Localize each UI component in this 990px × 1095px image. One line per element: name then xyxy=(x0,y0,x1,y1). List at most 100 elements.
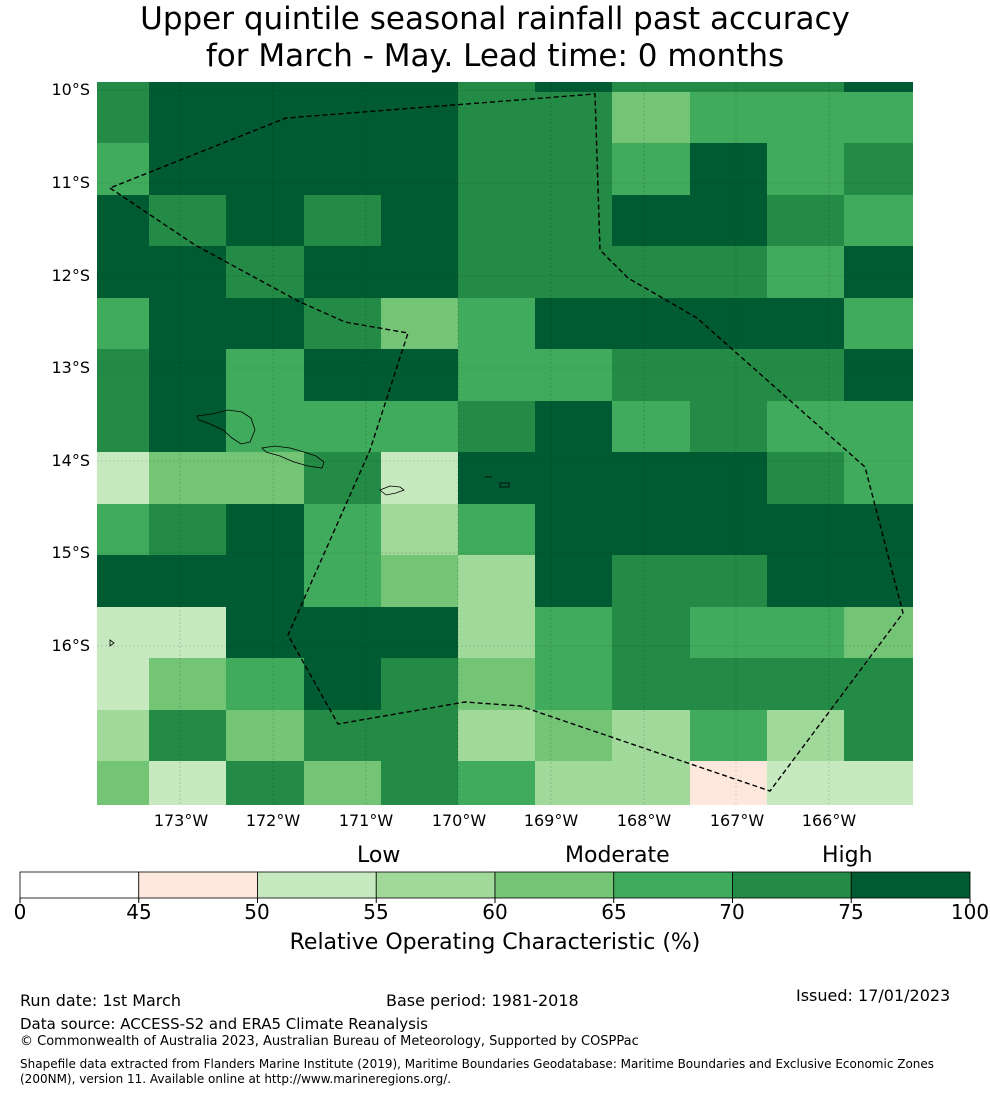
lon-label-173w: 173°W xyxy=(153,811,209,830)
map-cell xyxy=(97,246,149,298)
map-cell xyxy=(458,298,535,349)
map-cell xyxy=(226,710,304,761)
map-cell xyxy=(844,504,913,555)
map-cell xyxy=(690,710,767,761)
map-cell xyxy=(458,452,535,504)
map-cell xyxy=(304,452,381,504)
map-cell xyxy=(844,195,913,246)
map-cell xyxy=(767,246,844,298)
map-cell xyxy=(844,607,913,658)
colorbar-segment xyxy=(494,871,615,899)
map-cell xyxy=(97,607,149,658)
lon-label-171w: 171°W xyxy=(338,811,394,830)
lon-label-169w: 169°W xyxy=(523,811,579,830)
map-cell xyxy=(612,195,690,246)
colorbar-segment xyxy=(375,871,496,899)
map-cell xyxy=(149,401,226,452)
map-cell xyxy=(690,452,767,504)
lat-label-16s: 16°S xyxy=(51,636,90,655)
map-cell xyxy=(690,555,767,607)
map-cell xyxy=(767,92,844,143)
map-cell xyxy=(149,82,226,92)
map-cell xyxy=(381,452,458,504)
map-cell xyxy=(381,607,458,658)
map-cell xyxy=(97,658,149,710)
map-cell xyxy=(226,761,304,805)
map-gridlines xyxy=(97,82,913,805)
map-cell xyxy=(535,607,612,658)
map-cell xyxy=(149,298,226,349)
map-cell xyxy=(149,143,226,195)
map-cell xyxy=(612,349,690,401)
colorbar-tick-75: 75 xyxy=(838,900,864,924)
map-cell xyxy=(535,658,612,710)
map-grid-cells xyxy=(97,82,913,805)
colorbar-tick-0: 0 xyxy=(13,900,27,924)
map-cell xyxy=(458,658,535,710)
map-cell xyxy=(226,298,304,349)
map-cell xyxy=(304,349,381,401)
map-cell xyxy=(767,143,844,195)
lon-label-170w: 170°W xyxy=(431,811,487,830)
map-cell xyxy=(304,504,381,555)
map-cell xyxy=(612,452,690,504)
map-cell xyxy=(226,607,304,658)
map-cell xyxy=(767,195,844,246)
map-cell xyxy=(458,607,535,658)
map-cell xyxy=(844,298,913,349)
map-cell xyxy=(690,82,767,92)
map-cell xyxy=(844,761,913,805)
tutuila-island xyxy=(379,485,405,496)
map-cell xyxy=(767,401,844,452)
map-cell xyxy=(458,761,535,805)
map-cell xyxy=(149,658,226,710)
map-cell xyxy=(535,143,612,195)
colorbar-category-high: High xyxy=(822,843,873,868)
map-cell xyxy=(612,710,690,761)
map-cell xyxy=(767,504,844,555)
savaii-island xyxy=(196,409,256,445)
map-cell xyxy=(381,658,458,710)
colorbar-category-low: Low xyxy=(357,843,401,868)
map-cell xyxy=(226,143,304,195)
data-source: Data source: ACCESS-S2 and ERA5 Climate … xyxy=(20,1015,428,1033)
map-cell xyxy=(767,607,844,658)
map-cell xyxy=(226,401,304,452)
map-cell xyxy=(844,349,913,401)
colorbar-label: Relative Operating Characteristic (%) xyxy=(289,930,701,955)
map-cell xyxy=(844,710,913,761)
map-cell xyxy=(690,143,767,195)
map-cell xyxy=(381,555,458,607)
map-cell xyxy=(535,401,612,452)
map-cell xyxy=(612,246,690,298)
map-cell xyxy=(535,349,612,401)
map-cell xyxy=(149,452,226,504)
map-cell xyxy=(304,401,381,452)
map-cell xyxy=(381,401,458,452)
colorbar-segment xyxy=(613,871,733,899)
map-cell xyxy=(304,82,381,92)
map-cell xyxy=(381,143,458,195)
map-cell xyxy=(97,710,149,761)
map-cell xyxy=(690,349,767,401)
eez-boundary xyxy=(109,93,904,792)
map-cell xyxy=(149,195,226,246)
map-cell xyxy=(226,246,304,298)
map-cell xyxy=(690,401,767,452)
map-cell xyxy=(767,658,844,710)
map-cell xyxy=(767,761,844,805)
map-cell xyxy=(381,349,458,401)
map-cell xyxy=(844,143,913,195)
map-cell xyxy=(381,195,458,246)
map-cell xyxy=(612,82,690,92)
colorbar-tick-55: 55 xyxy=(363,900,389,924)
map-cell xyxy=(458,246,535,298)
lon-label-168w: 168°W xyxy=(616,811,672,830)
lat-label-12s: 12°S xyxy=(51,266,90,285)
map-cell xyxy=(226,504,304,555)
island-outlines xyxy=(109,409,510,647)
map-cell xyxy=(458,349,535,401)
map-cell xyxy=(304,761,381,805)
map-cell xyxy=(226,349,304,401)
map-cell xyxy=(458,143,535,195)
